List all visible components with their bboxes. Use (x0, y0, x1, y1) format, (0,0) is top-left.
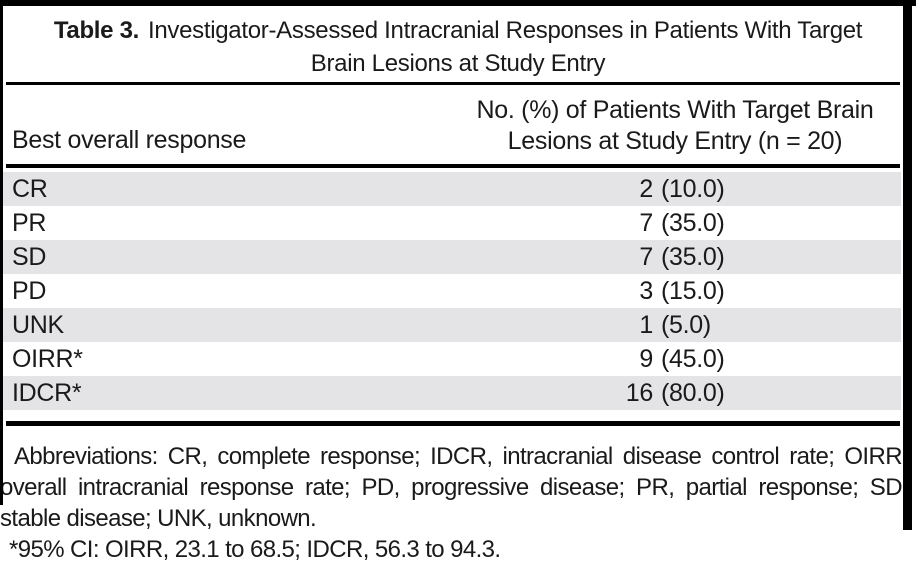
table-header-row: Best overall response No. (%) of Patient… (0, 85, 901, 164)
table-row: SD 7 (35.0) (0, 240, 901, 274)
row-value-cell: 7 (35.0) (583, 209, 901, 238)
right-border-line (903, 4, 912, 530)
row-value-cell: 16 (80.0) (583, 379, 901, 408)
column-header-patient-counts: No. (%) of Patients With Target Brain Le… (449, 95, 901, 157)
row-count: 7 (639, 208, 653, 237)
table-caption-number: Table 3. (53, 17, 139, 44)
row-count: 3 (639, 276, 653, 305)
table-caption: Table 3. Investigator-Assessed Intracrani… (0, 0, 916, 80)
row-value-cell: 9 (45.0) (583, 345, 901, 374)
row-label-cell: IDCR* (12, 378, 82, 407)
abbreviations-footnote: Abbreviations: CR, complete response; ID… (0, 443, 909, 532)
row-label-cell: SD (12, 242, 47, 271)
row-percent: (10.0) (661, 174, 725, 203)
row-percent: (35.0) (661, 242, 725, 271)
column-header-best-overall-response: Best overall response (12, 126, 247, 154)
row-percent: (80.0) (661, 378, 725, 407)
row-label-cell: CR (12, 174, 48, 203)
table-bottom-rule (6, 421, 900, 426)
row-count: 16 (625, 378, 654, 407)
row-percent: (35.0) (661, 208, 725, 237)
top-border-line (0, 0, 916, 6)
row-count: 9 (639, 344, 653, 373)
table-caption-title-part1: Investigator-Assessed Intracranial Respo… (148, 17, 863, 44)
caption-divider-rule (6, 82, 900, 85)
row-label-cell: PR (12, 208, 47, 237)
row-value-cell: 3 (15.0) (583, 277, 901, 306)
table-footnotes: Abbreviations: CR, complete response; ID… (0, 441, 909, 565)
row-count: 2 (639, 174, 653, 203)
table-row: CR 2 (10.0) (0, 172, 901, 206)
header-divider-rule (6, 164, 900, 168)
left-border-line (0, 4, 3, 505)
row-label-cell: OIRR* (12, 344, 83, 373)
row-value-cell: 1 (5.0) (583, 311, 901, 340)
row-percent: (15.0) (661, 276, 725, 305)
table-caption-line-1: Table 3. Investigator-Assessed Intracrani… (10, 14, 906, 47)
row-label-cell: UNK (12, 310, 64, 339)
table-caption-title-part2: Brain Lesions at Study Entry (310, 50, 606, 77)
table-row: IDCR* 16 (80.0) (0, 376, 901, 410)
column-header-patient-counts-line2: Lesions at Study Entry (n = 20) (507, 127, 843, 155)
table-row: PD 3 (15.0) (0, 274, 901, 308)
row-count: 1 (639, 310, 653, 339)
table-body: CR 2 (10.0) PR 7 (35.0) SD 7 (35.0) PD 3… (0, 172, 901, 410)
row-value-cell: 2 (10.0) (583, 175, 901, 204)
row-label-cell: PD (12, 276, 47, 305)
column-header-patient-counts-line1: No. (%) of Patients With Target Brain (476, 96, 874, 124)
row-count: 7 (639, 242, 653, 271)
table-row: UNK 1 (5.0) (0, 308, 901, 342)
table-row: OIRR* 9 (45.0) (0, 342, 901, 376)
confidence-interval-footnote: *95% CI: OIRR, 23.1 to 68.5; IDCR, 56.3 … (9, 536, 501, 563)
table-row: PR 7 (35.0) (0, 206, 901, 240)
row-percent: (45.0) (661, 344, 725, 373)
row-value-cell: 7 (35.0) (583, 243, 901, 272)
row-percent: (5.0) (661, 310, 711, 339)
